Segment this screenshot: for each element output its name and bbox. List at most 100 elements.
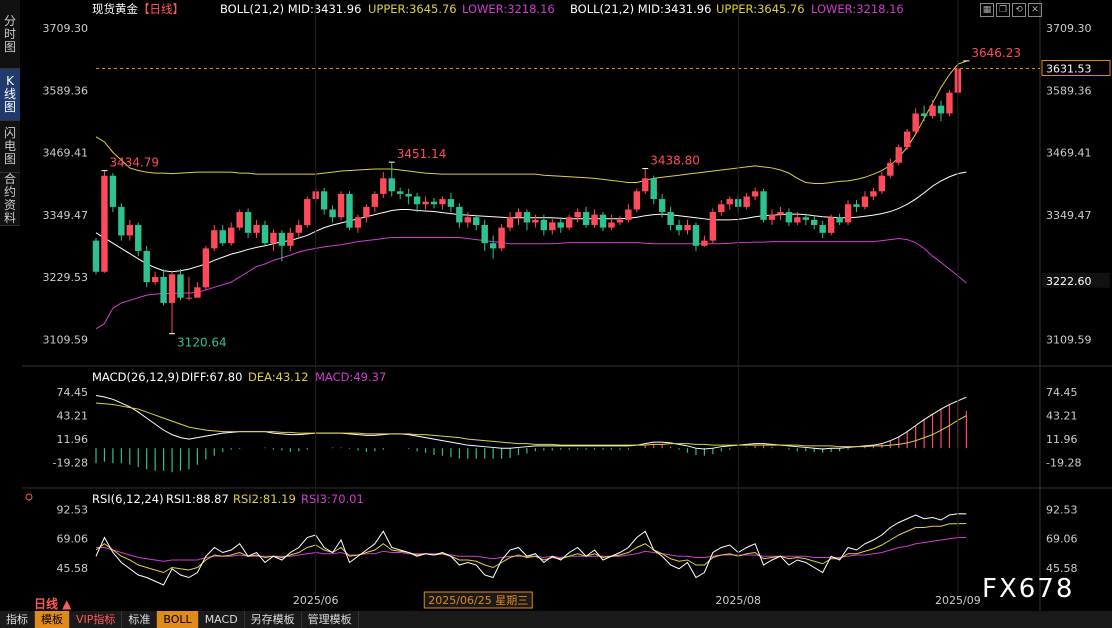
- candle-body: [566, 217, 573, 228]
- candle-body: [405, 193, 412, 197]
- main-y-tick-right: 3589.36: [1046, 84, 1092, 97]
- close-icon[interactable]: ✕: [1028, 3, 1042, 17]
- candle-body: [413, 196, 421, 205]
- price-tag-label: 3631.53: [1046, 63, 1092, 76]
- candle-body: [278, 232, 286, 246]
- candle-body: [354, 217, 362, 228]
- main-y-tick-left: 3109.59: [43, 333, 89, 346]
- rsi-y-tick-left: 92.53: [57, 503, 89, 516]
- candle-body: [887, 162, 894, 176]
- toolbar-item-7[interactable]: 管理模板: [302, 611, 359, 628]
- candle-body: [160, 276, 167, 303]
- main-y-tick-left: 3709.30: [43, 22, 89, 35]
- candle-body: [253, 225, 260, 233]
- candle-body: [625, 209, 632, 220]
- macd-y-tick-right: 43.21: [1046, 410, 1078, 423]
- candle-body: [397, 191, 404, 194]
- macd-y-tick-right: 11.96: [1046, 433, 1078, 446]
- rsi-y-tick-right: 92.53: [1046, 503, 1078, 516]
- candle-body: [642, 178, 649, 192]
- main-y-tick-left: 3349.47: [43, 209, 89, 222]
- rsi2-line: [95, 523, 967, 574]
- candle-body: [168, 274, 176, 303]
- main-legend-item: LOWER:3218.16: [462, 2, 555, 16]
- refresh-icon[interactable]: ⟲: [1012, 3, 1026, 17]
- side-tab-0[interactable]: 分时图: [0, 0, 20, 69]
- candle-body: [599, 214, 607, 228]
- candle-body: [802, 217, 809, 220]
- annotation-label: 3451.14: [397, 147, 447, 161]
- annotation-label: 3438.80: [650, 154, 700, 168]
- candle-body: [337, 193, 345, 218]
- candle-body: [329, 209, 336, 218]
- candle-body: [109, 175, 117, 207]
- candle-body: [388, 178, 395, 192]
- rsi-legend-item: RSI1:88.87: [166, 492, 229, 506]
- macd-y-tick-right: 74.45: [1046, 386, 1078, 399]
- candle-body: [709, 212, 717, 241]
- candle-body: [481, 225, 488, 244]
- toolbar-item-3[interactable]: 标准: [122, 611, 158, 628]
- candle-body: [870, 191, 877, 197]
- candle-body: [244, 212, 252, 233]
- candle-body: [591, 214, 598, 226]
- candle-body: [912, 113, 919, 132]
- period-label[interactable]: 日线 ▲: [34, 597, 72, 611]
- candle-body: [861, 196, 869, 207]
- grid-icon[interactable]: ▦: [980, 3, 994, 17]
- toolbar-item-1[interactable]: 模板: [35, 611, 70, 628]
- watermark: FX678: [982, 574, 1075, 604]
- candle-body: [295, 225, 302, 233]
- price-tag-box: [1042, 272, 1110, 288]
- toolbar-item-5[interactable]: MACD: [199, 611, 245, 628]
- bottom-toolbar: 指标 模板 VIP指标 标准 BOLL MACD 另存模板 管理模板: [0, 611, 1112, 628]
- candle-body: [380, 178, 387, 194]
- side-tab-3[interactable]: 合约资料: [0, 173, 20, 226]
- candle-body: [904, 131, 911, 148]
- candle-body: [751, 191, 759, 197]
- main-legend-item: BOLL(21,2) MID:3431.96: [220, 2, 361, 16]
- main-legend-item: UPPER:3645.76: [368, 2, 457, 16]
- candle-body: [946, 92, 953, 114]
- main-legend-item: UPPER:3645.76: [716, 2, 805, 16]
- main-legend-item: 现货黄金【日线】: [92, 2, 184, 16]
- x-axis-label: 2025/08: [715, 594, 761, 607]
- candle-body: [675, 225, 683, 231]
- candle-body: [701, 240, 708, 246]
- candle-body: [304, 199, 311, 226]
- candle-body: [498, 227, 505, 249]
- candle-body: [261, 225, 269, 244]
- macd-y-tick-left: 11.96: [57, 433, 89, 446]
- candle-body: [658, 199, 666, 213]
- main-y-tick-right: 3109.59: [1046, 333, 1092, 346]
- rsi3-line: [96, 536, 967, 562]
- main-y-tick-left: 3469.41: [43, 147, 89, 160]
- candle-body: [202, 248, 210, 288]
- candle-body: [819, 225, 826, 233]
- rsi-panel: 92.53 92.53 69.06 69.06 45.58 45.58 RSI(6,12,2…: [25, 492, 1078, 586]
- candle-body: [937, 105, 945, 114]
- toolbar-item-6[interactable]: 另存模板: [245, 611, 302, 628]
- candle-body: [371, 193, 379, 207]
- candle-body: [185, 297, 193, 299]
- candle-body: [151, 276, 159, 283]
- candle-body: [270, 232, 277, 244]
- candle-body: [363, 206, 370, 218]
- candle-body: [287, 232, 294, 246]
- toolbar-item-0[interactable]: 指标: [0, 611, 35, 628]
- candle-body: [768, 214, 776, 220]
- macd-legend-item: MACD:49.37: [315, 370, 386, 384]
- candle-body: [126, 225, 133, 236]
- candle-body: [219, 230, 226, 244]
- side-tab-2[interactable]: 闪电图: [0, 121, 20, 173]
- restore-icon[interactable]: ❐: [996, 3, 1010, 17]
- toolbar-item-2[interactable]: VIP指标: [70, 611, 123, 628]
- candle-body: [827, 217, 835, 233]
- candle-body: [785, 212, 793, 223]
- rsi-y-tick-left: 45.58: [57, 562, 89, 575]
- toolbar-item-4[interactable]: BOLL: [157, 611, 199, 628]
- candle-body: [143, 250, 150, 283]
- main-y-tick-left: 3229.53: [43, 271, 89, 284]
- candle-body: [523, 212, 531, 223]
